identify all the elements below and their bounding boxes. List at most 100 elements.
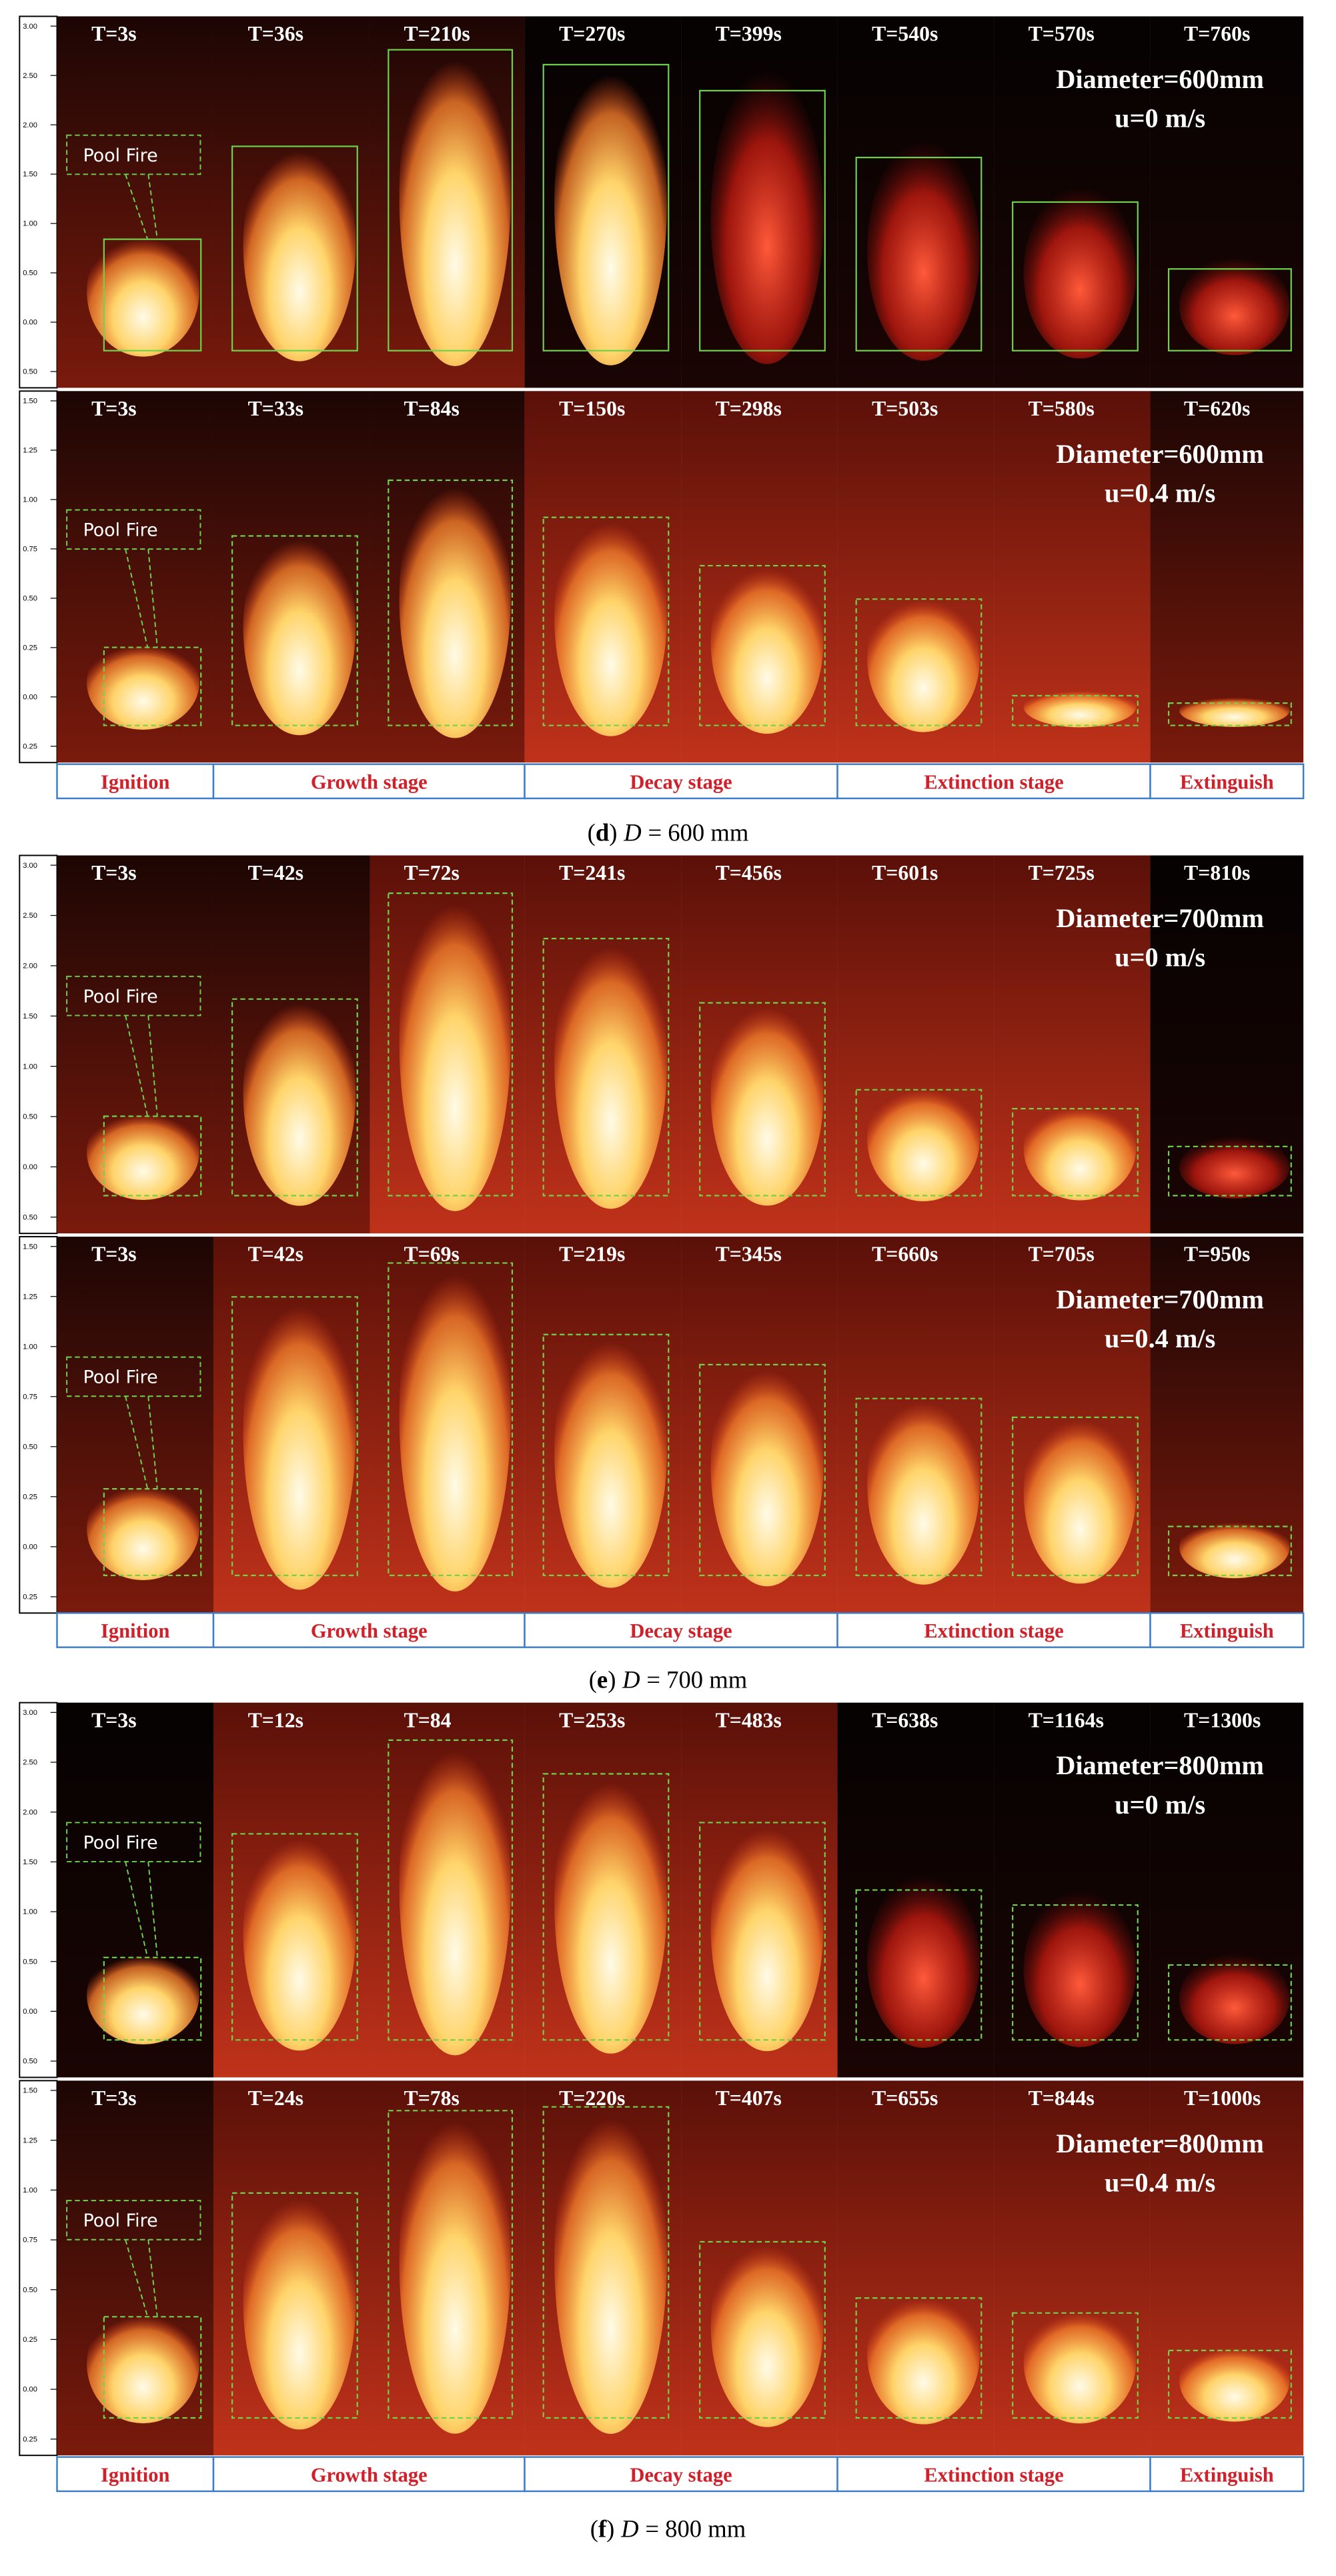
- flame-box: [388, 49, 514, 352]
- callout-line: [125, 548, 149, 648]
- flame-box: [855, 157, 982, 352]
- scale-label: 2.00: [23, 121, 37, 129]
- flame-box: [1167, 2349, 1292, 2419]
- flame: [867, 1076, 980, 1202]
- stage-label: Decay stage: [630, 770, 732, 793]
- scale-label: 0.50: [23, 368, 37, 376]
- scale-label: 0.25: [23, 1493, 37, 1501]
- caption-part: = 700 mm: [646, 1666, 747, 1694]
- flame: [1179, 1953, 1290, 2044]
- stage-label: Decay stage: [630, 2463, 732, 2486]
- flame-box: [542, 938, 670, 1197]
- flame: [87, 1476, 199, 1580]
- flame: [399, 27, 511, 366]
- stage-box: [56, 2456, 215, 2493]
- scale-ruler: [19, 2080, 58, 2457]
- time-label: T=638s: [872, 1708, 938, 1732]
- stage-box: [836, 763, 1151, 800]
- flame-box: [1012, 1416, 1139, 1576]
- callout-label: Pool Fire: [83, 145, 158, 166]
- scale-label: 2.50: [23, 912, 37, 920]
- scale-label: 0.00: [23, 2008, 37, 2016]
- stage-box: [1149, 763, 1305, 800]
- caption-part: (: [590, 2515, 598, 2542]
- time-label: T=950s: [1184, 1243, 1250, 1266]
- scale-label: 0.25: [23, 742, 37, 750]
- time-label: T=241s: [559, 861, 625, 884]
- flame: [1179, 257, 1290, 356]
- flame: [1179, 1136, 1290, 1199]
- flame: [1023, 1401, 1137, 1584]
- scale-label: 0.75: [23, 546, 37, 554]
- time-label: T=42s: [248, 1243, 303, 1266]
- time-label: T=3s: [91, 22, 136, 45]
- callout-label: Pool Fire: [83, 1833, 158, 1854]
- flame-box: [699, 1002, 826, 1197]
- time-label: T=456s: [716, 861, 782, 884]
- flame: [710, 69, 824, 364]
- diameter-label: Diameter=700mm: [1056, 1285, 1264, 1315]
- flame-box: [1167, 1145, 1292, 1197]
- flame-box: [855, 1089, 982, 1197]
- callout-line: [147, 549, 158, 648]
- flame-box: [103, 2316, 202, 2419]
- stage-box: [524, 2456, 838, 2493]
- stage-box: [56, 763, 215, 800]
- flame: [867, 2284, 980, 2425]
- callout-label: Pool Fire: [83, 987, 158, 1007]
- time-label: T=844s: [1029, 2086, 1095, 2110]
- scale-label: 1.50: [23, 1013, 37, 1021]
- caption-part: ): [608, 1666, 616, 1694]
- time-label: T=3s: [91, 861, 136, 884]
- diameter-label: Diameter=800mm: [1056, 1750, 1264, 1780]
- flame-box: [388, 1262, 514, 1576]
- flame: [710, 985, 824, 1206]
- scale-ruler: [19, 1236, 58, 1614]
- time-label: T=84s: [404, 397, 460, 420]
- callout-label: Pool Fire: [83, 1367, 158, 1388]
- flame: [710, 2224, 824, 2427]
- flame: [243, 2174, 356, 2430]
- flame: [710, 550, 824, 734]
- diameter-label: Diameter=600mm: [1056, 439, 1264, 469]
- time-label: T=72s: [404, 861, 460, 884]
- scale-ruler: [19, 390, 58, 764]
- stage-label: Decay stage: [630, 1620, 732, 1642]
- scale-label: 1.25: [23, 2136, 37, 2144]
- flame: [399, 1239, 511, 1591]
- flame: [1179, 694, 1290, 727]
- time-label: T=601s: [872, 861, 938, 884]
- flame-box: [231, 535, 358, 726]
- flame-box: [103, 238, 202, 352]
- caption-part: D: [622, 1666, 640, 1694]
- caption-part: = 600 mm: [648, 818, 748, 846]
- callout-line: [125, 1861, 149, 1958]
- callout-line: [125, 174, 149, 239]
- flame-box: [542, 516, 670, 726]
- scale-label: 0.25: [23, 1593, 37, 1601]
- scale-label: 0.00: [23, 1163, 37, 1171]
- scale-label: 1.00: [23, 496, 37, 504]
- velocity-label: u=0 m/s: [1115, 1790, 1205, 1820]
- stage-box: [1149, 2456, 1305, 2493]
- stage-label: Ignition: [101, 2463, 169, 2486]
- time-label: T=725s: [1029, 861, 1095, 884]
- velocity-label: u=0 m/s: [1115, 942, 1205, 973]
- flame: [399, 1717, 511, 2056]
- scale-label: 0.50: [23, 1958, 37, 1966]
- flame: [1023, 686, 1137, 728]
- flame-box: [699, 564, 826, 726]
- time-label: T=620s: [1184, 397, 1250, 420]
- time-label: T=298s: [716, 397, 782, 420]
- time-label: T=150s: [559, 397, 625, 420]
- time-label: T=540s: [872, 22, 938, 45]
- callout-line: [147, 174, 158, 239]
- flame-box: [1012, 2312, 1139, 2419]
- flame: [243, 1275, 356, 1590]
- flame: [554, 1314, 667, 1588]
- scale-label: 0.50: [23, 1213, 37, 1221]
- time-label: T=3s: [91, 2086, 136, 2110]
- time-label: T=33s: [248, 397, 303, 420]
- stage-label: Extinguish: [1180, 2463, 1274, 2486]
- stage-label: Growth stage: [311, 770, 428, 793]
